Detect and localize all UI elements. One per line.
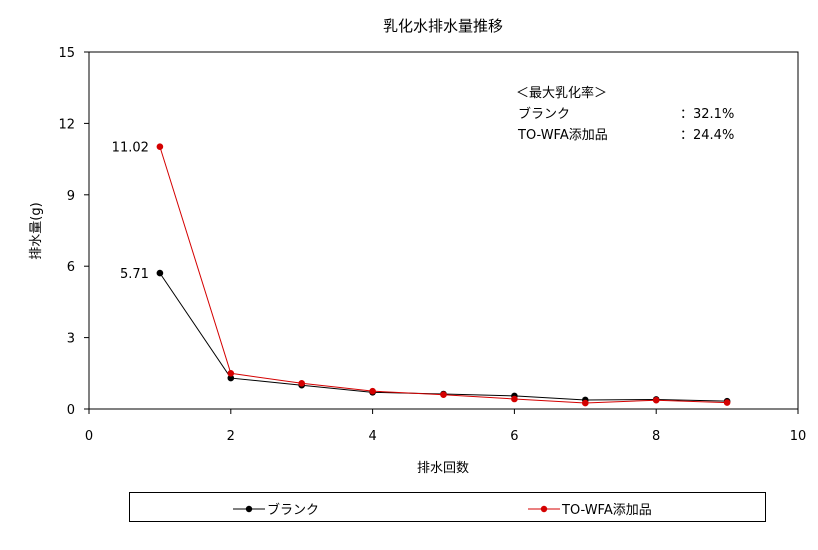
data-point-0: [227, 374, 235, 382]
legend-label-blank: ブランク: [267, 503, 320, 518]
data-label: 11.02: [112, 141, 149, 156]
series-line-1: [159, 146, 728, 404]
y-tick-label: 6: [67, 260, 75, 275]
max-emulsification-note: ＜最大乳化率＞ ブランク ：32.1% TO-WFA添加品 ：24.4%: [516, 85, 734, 143]
series-line-0: [159, 272, 728, 402]
series-layer: [156, 143, 731, 407]
y-tick-label: 0: [67, 403, 75, 418]
y-tick-label: 9: [67, 189, 75, 204]
y-axis-label: 排水量(g): [29, 202, 44, 259]
data-point-1: [440, 391, 447, 399]
y-tick-label: 15: [58, 46, 75, 61]
legend-marker-blank: [233, 505, 265, 512]
x-tick-label: 10: [790, 429, 807, 444]
note-blank-label: ブランク: [518, 106, 570, 122]
y-tick-label: 3: [67, 332, 75, 347]
data-point-1: [369, 387, 376, 395]
note-heading: ＜最大乳化率＞: [516, 85, 607, 101]
note-towfa-label: TO-WFA添加品: [517, 128, 608, 143]
x-tick-label: 6: [510, 429, 518, 444]
note-towfa-value: ：24.4%: [680, 128, 734, 143]
data-point-1: [723, 399, 731, 406]
ticks: 0 2 4 6 8 10 0 3 6 9 12 15: [58, 46, 806, 444]
axes: [88, 51, 799, 410]
plot-frame: [88, 51, 799, 410]
data-label: 5.71: [120, 267, 149, 282]
data-labels: 11.02 5.71: [112, 141, 149, 282]
y-tick-label: 12: [58, 117, 75, 132]
data-point-1: [298, 379, 306, 387]
data-point-1: [652, 396, 660, 404]
chart-title: 乳化水排水量推移: [383, 17, 503, 35]
x-tick-label: 4: [368, 429, 376, 444]
legend-marker-towfa: [528, 505, 560, 512]
x-axis-label: 排水回数: [417, 461, 469, 476]
data-point-1: [511, 395, 518, 403]
legend-item-blank: ブランク: [233, 499, 319, 518]
x-tick-label: 0: [85, 429, 93, 444]
legend: ブランク TO-WFA添加品: [129, 492, 766, 522]
legend-item-towfa: TO-WFA添加品: [528, 499, 652, 518]
data-point-1: [156, 143, 164, 151]
data-point-1: [227, 370, 235, 377]
data-point-0: [156, 269, 164, 277]
x-tick-label: 2: [227, 429, 235, 444]
data-point-1: [582, 399, 589, 407]
legend-label-towfa: TO-WFA添加品: [562, 503, 652, 518]
x-tick-label: 8: [652, 429, 660, 444]
note-blank-value: ：32.1%: [680, 107, 734, 122]
